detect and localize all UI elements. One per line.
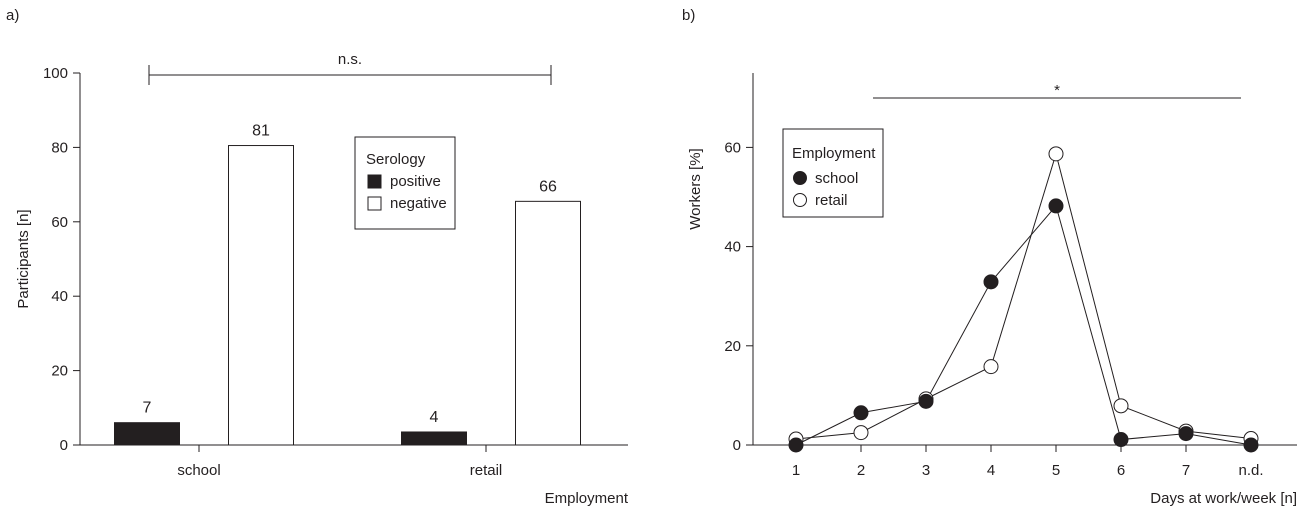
- y-tick-label: 100: [43, 65, 68, 82]
- y-tick-label: 60: [51, 214, 68, 231]
- data-point-retail: [983, 359, 999, 375]
- legend-title: Serology: [366, 151, 426, 168]
- data-point-school: [1243, 437, 1259, 453]
- y-tick-label: 40: [724, 239, 741, 256]
- legend-marker-retail: [793, 193, 807, 207]
- data-label: 7: [143, 400, 152, 417]
- legend-marker-school: [793, 171, 807, 185]
- bar-negative-retail: [515, 200, 581, 446]
- panel-b-label: b): [682, 7, 695, 24]
- panel-a-label: a): [6, 7, 19, 24]
- x-tick-label: n.d.: [1238, 462, 1263, 479]
- x-tick-label: 2: [857, 462, 865, 479]
- legend: Employment school retail: [782, 128, 884, 218]
- y-tick-label: 80: [51, 139, 68, 156]
- data-point-school: [853, 405, 869, 421]
- y-axis-title: Workers [%]: [687, 148, 704, 229]
- y-tick-label: 40: [51, 288, 68, 305]
- x-tick-label: 3: [922, 462, 930, 479]
- y-tick-label: 20: [724, 338, 741, 355]
- data-point-retail: [1048, 146, 1064, 162]
- bar-negative-school: [228, 145, 294, 446]
- x-tick-label: 7: [1182, 462, 1190, 479]
- x-tick-label: 4: [987, 462, 995, 479]
- legend-title: Employment: [792, 145, 876, 162]
- y-tick-label: 20: [51, 363, 68, 380]
- bar-positive-school: [114, 422, 180, 446]
- y-tick-label: 0: [60, 437, 68, 454]
- data-point-retail: [853, 425, 869, 441]
- x-tick-label: 6: [1117, 462, 1125, 479]
- line-chart: 0 20 40 60 1 2 3 4 5 6 7 n.d. Workers [%] Days at wor…: [687, 73, 1297, 507]
- data-point-school: [918, 393, 934, 409]
- legend-label-positive: positive: [390, 173, 441, 190]
- data-point-school: [983, 274, 999, 290]
- series-line-school: [795, 204, 1252, 446]
- x-tick-label: retail: [470, 462, 503, 479]
- data-point-school: [1048, 198, 1064, 214]
- data-point-school: [1113, 432, 1129, 448]
- x-tick-label: 5: [1052, 462, 1060, 479]
- x-tick-label: school: [177, 462, 220, 479]
- x-axis-title: Employment: [545, 490, 629, 507]
- significance-label: *: [1054, 82, 1060, 99]
- legend-label-retail: retail: [815, 192, 848, 209]
- legend: Serology positive negative: [354, 136, 456, 230]
- data-label: 4: [430, 409, 439, 426]
- significance-label: n.s.: [338, 51, 362, 68]
- y-tick-label: 60: [724, 139, 741, 156]
- legend-swatch-positive: [367, 174, 382, 189]
- data-label: 81: [252, 123, 270, 140]
- x-tick-label: 1: [792, 462, 800, 479]
- bar-positive-retail: [401, 431, 467, 446]
- x-axis-title: Days at work/week [n]: [1150, 490, 1297, 507]
- y-axis-title: Participants [n]: [15, 209, 32, 308]
- legend-label-negative: negative: [390, 195, 447, 212]
- series-line-retail: [795, 152, 1252, 440]
- bar-chart: 0 20 40 60 80 100 school retail 7 4 81 66 Participan…: [15, 51, 629, 507]
- y-tick-label: 0: [733, 437, 741, 454]
- legend-label-school: school: [815, 170, 858, 187]
- data-point-school: [1178, 426, 1194, 442]
- data-point-retail: [1113, 398, 1129, 414]
- data-point-school: [788, 437, 804, 453]
- data-label: 66: [539, 178, 557, 195]
- legend-swatch-negative: [367, 196, 382, 211]
